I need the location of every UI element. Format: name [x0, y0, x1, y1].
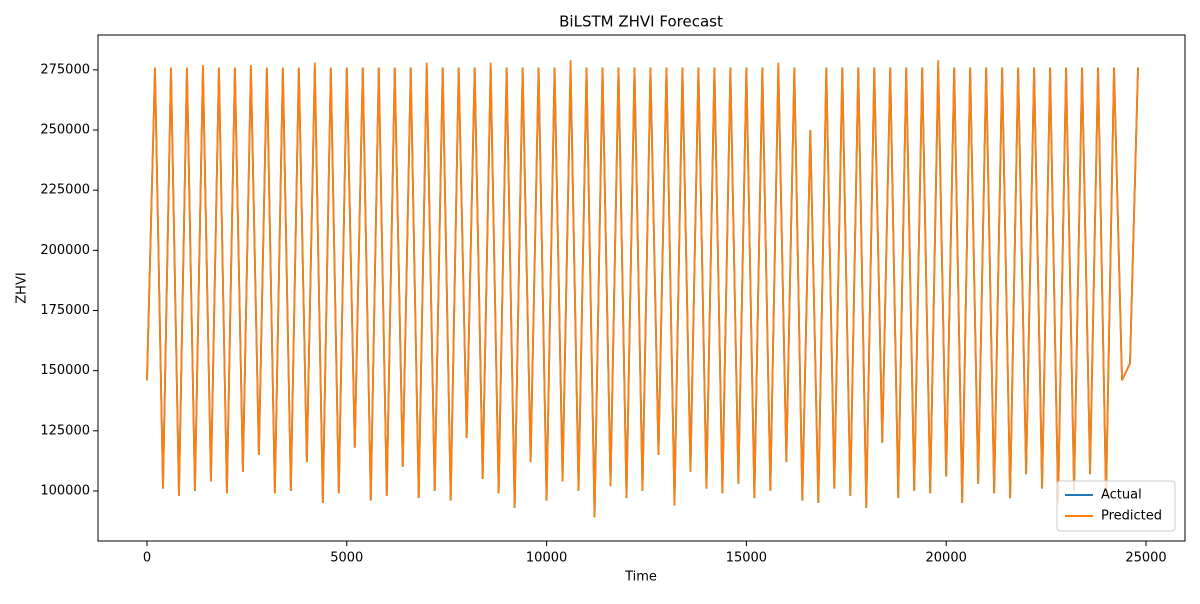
- axes-frame: [97, 34, 1186, 542]
- y-tick-label: 275000: [40, 62, 90, 77]
- legend-box: [1056, 480, 1176, 532]
- series-line: [146, 60, 1139, 518]
- x-tick-label: 10000: [526, 551, 567, 566]
- x-tick-label: 5000: [330, 551, 363, 566]
- y-tick-label: 250000: [40, 123, 90, 138]
- legend: Actual Predicted: [1056, 480, 1176, 532]
- y-tick-label: 150000: [40, 363, 90, 378]
- x-axis-label: Time: [624, 570, 657, 585]
- x-tick-label: 25000: [1125, 551, 1166, 566]
- y-tick-label: 100000: [40, 483, 90, 498]
- x-tick-label: 0: [143, 551, 151, 566]
- x-tick-label: 15000: [726, 551, 767, 566]
- x-tick-label: 20000: [926, 551, 967, 566]
- chart-title: BiLSTM ZHVI Forecast: [559, 13, 723, 31]
- y-axis-label: ZHVI: [15, 272, 30, 303]
- legend-label: Actual: [1101, 488, 1142, 503]
- legend-label: Predicted: [1101, 509, 1162, 524]
- y-tick-label: 200000: [40, 243, 90, 258]
- plot-area: [146, 60, 1139, 518]
- y-tick-label: 175000: [40, 303, 90, 318]
- y-tick-label: 125000: [40, 423, 90, 438]
- y-tick-label: 225000: [40, 183, 90, 198]
